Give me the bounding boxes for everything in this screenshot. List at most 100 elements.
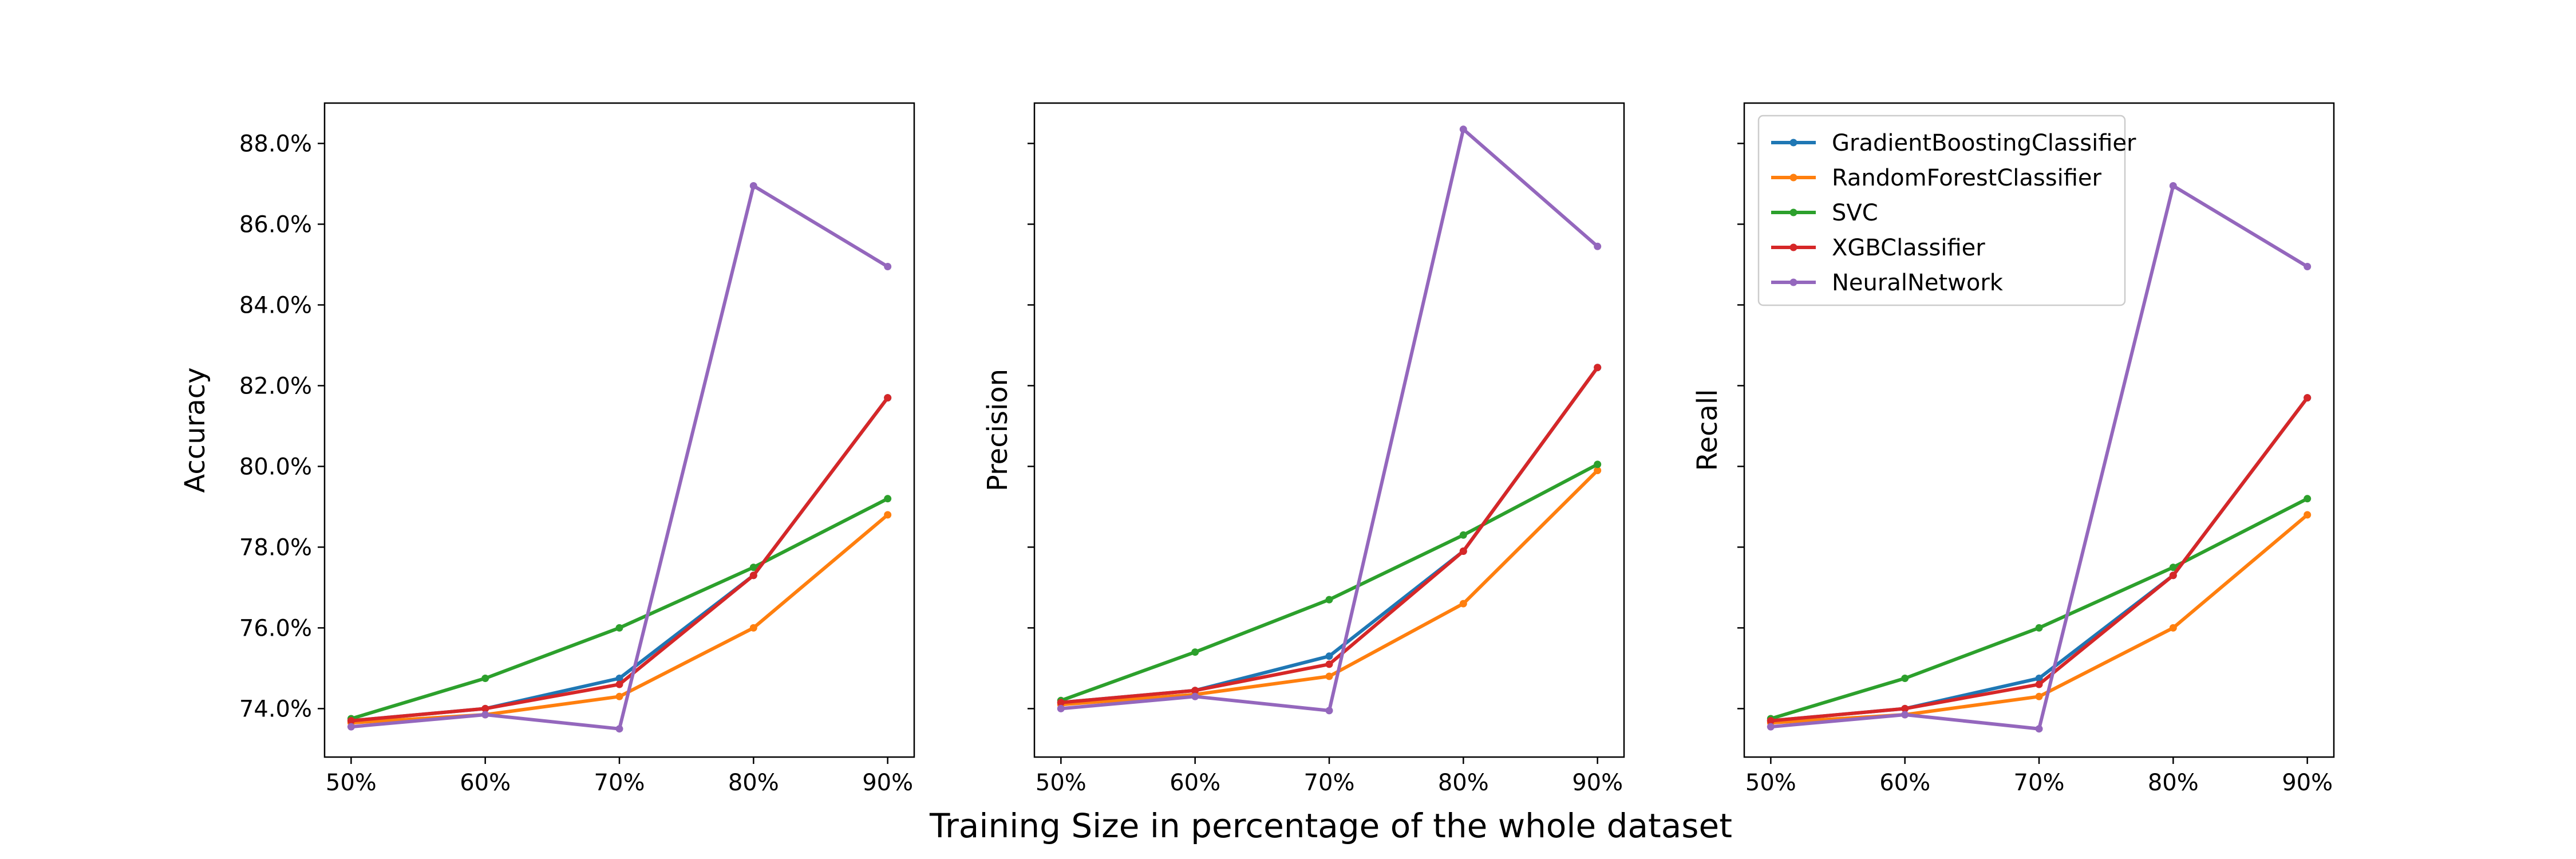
- x-tick-label: 60%: [460, 770, 511, 796]
- legend-box: [1757, 115, 2126, 306]
- legend-label: RandomForestClassifier: [1832, 165, 2102, 191]
- data-point: [1594, 242, 1602, 250]
- legend-label: XGBClassifier: [1832, 235, 1985, 261]
- x-tick-label: 50%: [326, 770, 377, 796]
- x-tick-label: 60%: [1170, 770, 1220, 796]
- data-point: [2169, 182, 2177, 190]
- legend-marker: [1789, 139, 1797, 147]
- data-point: [615, 624, 623, 632]
- y-tick-label: 88.0%: [239, 131, 312, 157]
- series-svc: [347, 495, 892, 723]
- subplot-recall: 50% 60% 70% 80% 90% Recall GradientBoostingCla…: [1692, 102, 2335, 796]
- data-point: [2035, 725, 2043, 733]
- data-point: [1191, 648, 1199, 656]
- data-point: [2304, 511, 2312, 519]
- figure-xlabel: Training Size in percentage of the whole…: [929, 806, 1732, 845]
- data-point: [1459, 125, 1467, 133]
- legend-marker: [1789, 243, 1797, 251]
- data-point: [481, 675, 489, 682]
- data-point: [2169, 624, 2177, 632]
- y-axis: [1737, 143, 1744, 710]
- data-point: [1325, 707, 1333, 715]
- y-tick-label: 76.0%: [239, 615, 312, 641]
- x-axis: 50% 60% 70% 80% 90%: [1036, 757, 1623, 796]
- legend-label: GradientBoostingClassifier: [1832, 130, 2136, 156]
- y-tick-label: 82.0%: [239, 373, 312, 399]
- x-tick-label: 50%: [1745, 770, 1796, 796]
- x-tick-label: 80%: [2148, 770, 2199, 796]
- series-neuralnetwork: [347, 182, 892, 733]
- y-axis-label: Precision: [982, 369, 1014, 491]
- subplot-accuracy: 50% 60% 70% 80% 90% 74.0% 76.0% 78.0% 80.0% 82.0%…: [179, 102, 915, 796]
- x-tick-label: 70%: [1304, 770, 1355, 796]
- x-tick-label: 70%: [2014, 770, 2065, 796]
- data-point: [1901, 704, 1909, 712]
- legend-label: SVC: [1832, 200, 1878, 226]
- data-point: [1325, 652, 1333, 660]
- data-point: [1057, 704, 1065, 712]
- series-neuralnetwork: [1057, 125, 1602, 715]
- data-point: [347, 723, 355, 731]
- data-point: [2304, 263, 2312, 270]
- data-point: [1594, 364, 1602, 372]
- data-point: [481, 711, 489, 719]
- legend-marker: [1789, 208, 1797, 216]
- data-point: [347, 717, 355, 725]
- legend-label: NeuralNetwork: [1832, 270, 2004, 296]
- legend-item-neuralnetwork: NeuralNetwork: [1771, 270, 2004, 296]
- data-point: [1191, 687, 1199, 695]
- x-tick-label: 50%: [1036, 770, 1086, 796]
- y-axis-label: Accuracy: [179, 367, 211, 492]
- data-point: [2035, 680, 2043, 688]
- data-point: [884, 394, 892, 402]
- x-axis: 50% 60% 70% 80% 90%: [1745, 757, 2333, 796]
- data-point: [1459, 547, 1467, 555]
- x-tick-label: 90%: [862, 770, 913, 796]
- data-point: [2169, 572, 2177, 580]
- data-point: [1325, 660, 1333, 668]
- data-point: [615, 725, 623, 733]
- x-tick-label: 90%: [2282, 770, 2333, 796]
- data-point: [749, 182, 757, 190]
- x-tick-label: 80%: [728, 770, 779, 796]
- y-tick-label: 78.0%: [239, 534, 312, 561]
- data-point: [1459, 531, 1467, 539]
- x-axis: 50% 60% 70% 80% 90%: [326, 757, 913, 796]
- x-tick-label: 80%: [1438, 770, 1489, 796]
- series-xgbclassifier: [1057, 364, 1602, 707]
- data-point: [1325, 596, 1333, 604]
- data-point: [1901, 711, 1909, 719]
- legend-marker: [1789, 278, 1797, 286]
- x-tick-label: 70%: [594, 770, 645, 796]
- data-point: [2169, 564, 2177, 572]
- series-xgbclassifier: [347, 394, 892, 725]
- data-point: [1191, 692, 1199, 700]
- y-tick-label: 84.0%: [239, 292, 312, 318]
- legend-marker: [1789, 174, 1797, 182]
- y-tick-label: 86.0%: [239, 211, 312, 238]
- legend-item-randomforestclassifier: RandomForestClassifier: [1771, 165, 2102, 191]
- data-point: [884, 511, 892, 519]
- x-tick-label: 60%: [1879, 770, 1930, 796]
- data-point: [2035, 692, 2043, 700]
- data-point: [749, 624, 757, 632]
- legend-item-svc: SVC: [1771, 200, 1878, 226]
- data-point: [2035, 624, 2043, 632]
- data-point: [884, 263, 892, 270]
- data-point: [1901, 675, 1909, 682]
- data-point: [884, 495, 892, 503]
- data-point: [2035, 675, 2043, 682]
- legend: GradientBoostingClassifier RandomForestCl…: [1757, 115, 2136, 306]
- data-point: [615, 675, 623, 682]
- y-tick-label: 80.0%: [239, 454, 312, 480]
- subplot-precision: 50% 60% 70% 80% 90% Precision: [982, 102, 1625, 796]
- data-point: [1459, 600, 1467, 608]
- data-point: [2304, 495, 2312, 503]
- data-point: [1057, 699, 1065, 707]
- series-svc: [1767, 495, 2312, 723]
- data-point: [481, 704, 489, 712]
- legend-item-gradientboostingclassifier: GradientBoostingClassifier: [1771, 130, 2136, 156]
- data-point: [2304, 394, 2312, 402]
- y-tick-label: 74.0%: [239, 696, 312, 722]
